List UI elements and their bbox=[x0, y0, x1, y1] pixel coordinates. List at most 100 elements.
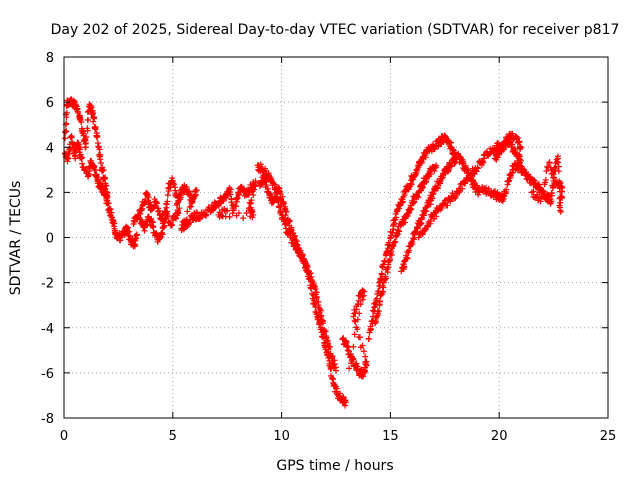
data-point-fill bbox=[100, 184, 107, 191]
series-arc-evening bbox=[478, 153, 566, 215]
data-point bbox=[333, 367, 339, 374]
data-point-fill bbox=[169, 175, 176, 182]
data-point-fill bbox=[433, 213, 440, 220]
data-point-fill bbox=[378, 271, 385, 278]
data-point-fill bbox=[85, 116, 92, 123]
data-point-fill bbox=[132, 237, 139, 244]
data-point-fill bbox=[264, 185, 271, 192]
axis-ticks: 0 5 10 15 20 25 -8 -6 -4 -2 0 2 4 6 8 bbox=[41, 51, 616, 444]
data-point-fill bbox=[354, 365, 361, 372]
data-point-fill bbox=[161, 222, 168, 229]
data-point-fill bbox=[157, 234, 164, 241]
data-point bbox=[350, 313, 357, 320]
data-point-fill bbox=[154, 205, 161, 212]
data-point-fill bbox=[444, 202, 451, 209]
data-point-fill bbox=[359, 296, 366, 303]
data-point-fill bbox=[386, 241, 393, 248]
data-point-fill bbox=[496, 151, 503, 158]
data-point-fill bbox=[451, 149, 458, 156]
data-point-fill bbox=[93, 173, 100, 180]
data-point-fill bbox=[150, 224, 157, 231]
data-point-fill bbox=[83, 134, 90, 141]
x-tick-label: 25 bbox=[600, 429, 617, 444]
data-point-fill bbox=[156, 207, 163, 214]
data-point-fill bbox=[310, 292, 317, 299]
data-point-fill bbox=[74, 108, 81, 115]
data-point-fill bbox=[313, 293, 320, 300]
data-point-fill bbox=[350, 356, 357, 363]
data-point-fill bbox=[66, 150, 73, 157]
data-point-fill bbox=[336, 390, 343, 397]
data-point-fill bbox=[175, 210, 182, 217]
data-point-fill bbox=[559, 195, 566, 202]
data-point-fill bbox=[401, 264, 408, 271]
data-point-fill bbox=[171, 181, 178, 188]
data-point-fill bbox=[307, 276, 314, 283]
data-point-fill bbox=[353, 324, 360, 331]
series-arc-late-morning bbox=[176, 178, 259, 234]
data-point-fill bbox=[107, 206, 114, 213]
data-point-fill bbox=[243, 210, 250, 217]
data-point-fill bbox=[227, 191, 234, 198]
data-point-fill bbox=[256, 183, 263, 190]
data-point-fill bbox=[356, 310, 363, 317]
data-point-fill bbox=[345, 344, 352, 351]
data-point-fill bbox=[290, 234, 297, 241]
series-arc-early-low bbox=[61, 132, 140, 250]
data-point bbox=[433, 162, 440, 169]
data-point-fill bbox=[503, 186, 510, 193]
data-point-fill bbox=[92, 124, 99, 131]
data-point-fill bbox=[328, 365, 335, 372]
data-point-fill bbox=[234, 194, 241, 201]
series-arc-recovery-c bbox=[398, 150, 483, 275]
data-point-fill bbox=[279, 212, 286, 219]
data-point-fill bbox=[553, 156, 560, 163]
data-point-fill bbox=[507, 138, 514, 145]
data-point-fill bbox=[188, 198, 195, 205]
data-point-fill bbox=[307, 282, 314, 289]
series-arc-noon-lower bbox=[256, 174, 349, 409]
data-point-fill bbox=[427, 171, 434, 178]
data-point bbox=[546, 160, 553, 167]
series-arc-recovery-b bbox=[372, 162, 440, 327]
data-point-fill bbox=[229, 210, 236, 217]
y-tick-label: -4 bbox=[41, 322, 54, 337]
data-point-fill bbox=[544, 163, 551, 170]
data-point-fill bbox=[330, 376, 337, 383]
data-point-fill bbox=[369, 307, 376, 314]
data-point-fill bbox=[417, 220, 424, 227]
data-point-fill bbox=[427, 217, 434, 224]
data-point-fill bbox=[531, 177, 538, 184]
data-point-fill bbox=[419, 231, 426, 238]
data-point bbox=[528, 189, 535, 196]
data-point-fill bbox=[75, 141, 82, 148]
data-point-fill bbox=[516, 138, 523, 145]
data-point-fill bbox=[355, 297, 362, 304]
data-point bbox=[163, 209, 170, 216]
data-point-fill bbox=[451, 160, 458, 167]
data-point-fill bbox=[79, 160, 86, 167]
data-point-fill bbox=[277, 208, 284, 215]
data-point-fill bbox=[557, 208, 564, 215]
data-point-fill bbox=[177, 192, 184, 199]
data-point-fill bbox=[236, 191, 243, 198]
data-point bbox=[68, 132, 75, 139]
data-point-fill bbox=[548, 190, 555, 197]
data-point-fill bbox=[386, 255, 393, 262]
data-point-fill bbox=[84, 125, 91, 132]
data-point-fill bbox=[64, 158, 71, 165]
data-point-fill bbox=[92, 167, 99, 174]
data-point-fill bbox=[407, 206, 414, 213]
data-point-fill bbox=[246, 199, 253, 206]
data-point-fill bbox=[308, 285, 315, 292]
data-point-fill bbox=[277, 202, 284, 209]
data-point-fill bbox=[350, 343, 357, 350]
data-point-fill bbox=[376, 298, 383, 305]
data-point-fill bbox=[78, 119, 85, 126]
data-point bbox=[363, 358, 370, 365]
data-point-fill bbox=[227, 186, 234, 193]
data-point-fill bbox=[249, 207, 256, 214]
y-axis-label: SDTVAR / TECUs bbox=[8, 181, 24, 296]
data-point-fill bbox=[306, 275, 313, 282]
data-point-fill bbox=[373, 313, 380, 320]
